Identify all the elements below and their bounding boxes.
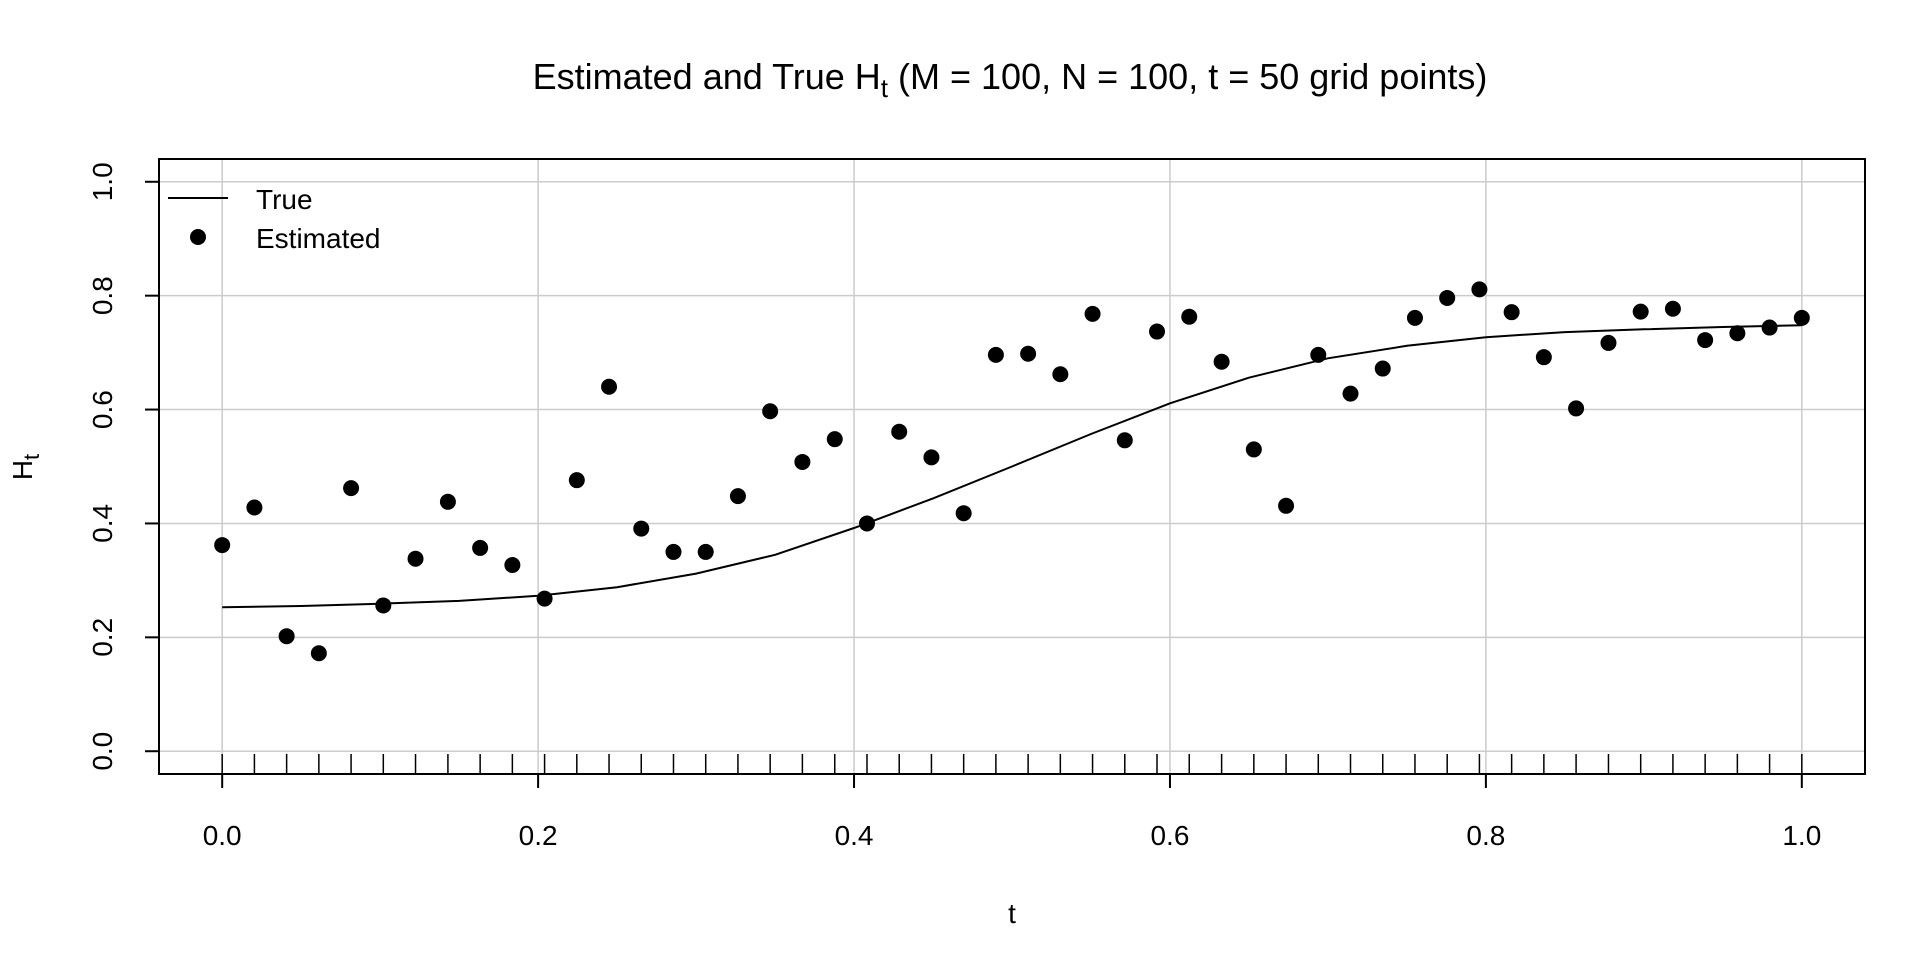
point-estimated-13 <box>633 520 650 537</box>
y-axis-label-main: H <box>7 460 38 480</box>
y-axis-label-subscript: t <box>19 454 44 460</box>
axes: 0.0 0.2 0.4 0.6 0.8 1.0 0.0 0.2 0.4 0.6 0.8 1.0 <box>87 162 1821 851</box>
point-estimated-38 <box>1439 289 1456 306</box>
point-estimated-16 <box>729 488 746 505</box>
point-estimated-10 <box>536 590 553 607</box>
y-axis-label: Ht <box>7 454 44 480</box>
point-estimated-14 <box>665 543 682 560</box>
point-estimated-22 <box>923 449 940 466</box>
point-estimated-0 <box>214 537 231 554</box>
point-estimated-1 <box>246 499 263 516</box>
y-tick-label-2: 0.4 <box>87 504 118 543</box>
point-estimated-5 <box>375 597 392 614</box>
point-estimated-43 <box>1600 334 1617 351</box>
point-estimated-21 <box>891 423 908 440</box>
plot-data <box>214 281 1810 662</box>
point-estimated-8 <box>472 539 489 556</box>
legend-label-true: True <box>256 184 313 215</box>
y-tick-label-0: 0.0 <box>87 732 118 771</box>
legend: True Estimated <box>168 184 381 254</box>
y-tick-label-3: 0.6 <box>87 390 118 429</box>
x-axis-label: t <box>1008 898 1016 929</box>
point-estimated-49 <box>1793 309 1810 326</box>
point-estimated-36 <box>1374 360 1391 377</box>
point-estimated-9 <box>504 557 521 574</box>
legend-point-swatch <box>190 229 206 245</box>
x-tick-label-2: 0.4 <box>835 820 874 851</box>
point-estimated-45 <box>1664 300 1681 317</box>
point-estimated-44 <box>1632 303 1649 320</box>
point-estimated-32 <box>1245 441 1262 458</box>
point-estimated-34 <box>1310 346 1327 363</box>
point-estimated-31 <box>1213 353 1230 370</box>
point-estimated-24 <box>987 346 1004 363</box>
x-tick-label-0: 0.0 <box>203 820 242 851</box>
point-estimated-25 <box>1020 345 1037 362</box>
y-tick-label-4: 0.8 <box>87 276 118 315</box>
point-estimated-6 <box>407 550 424 567</box>
point-estimated-23 <box>955 505 972 522</box>
point-estimated-3 <box>310 645 327 662</box>
point-estimated-28 <box>1116 432 1133 449</box>
point-estimated-7 <box>439 493 456 510</box>
point-estimated-29 <box>1149 323 1166 340</box>
legend-label-estimated: Estimated <box>256 223 381 254</box>
point-estimated-37 <box>1406 309 1423 326</box>
point-estimated-15 <box>697 543 714 560</box>
point-estimated-2 <box>278 628 295 645</box>
point-estimated-19 <box>826 431 843 448</box>
y-tick-label-5: 1.0 <box>87 162 118 201</box>
point-estimated-26 <box>1052 366 1069 383</box>
chart-title: Estimated and True Ht (M = 100, N = 100,… <box>533 56 1488 103</box>
point-estimated-47 <box>1729 325 1746 342</box>
x-tick-label-5: 1.0 <box>1782 820 1821 851</box>
y-tick-label-1: 0.2 <box>87 618 118 657</box>
point-estimated-30 <box>1181 308 1198 325</box>
series-line-true <box>222 324 1802 609</box>
rug <box>221 754 1803 774</box>
point-estimated-46 <box>1697 332 1714 349</box>
x-tick-label-4: 0.8 <box>1466 820 1505 851</box>
point-estimated-11 <box>568 472 585 489</box>
point-estimated-4 <box>343 480 360 497</box>
x-tick-label-1: 0.2 <box>519 820 558 851</box>
point-estimated-35 <box>1342 385 1359 402</box>
point-estimated-41 <box>1535 349 1552 366</box>
chart-title-rest: (M = 100, N = 100, t = 50 grid points) <box>888 56 1487 97</box>
chart-title-subscript: t <box>881 73 889 103</box>
point-estimated-18 <box>794 453 811 470</box>
point-estimated-17 <box>762 403 779 420</box>
point-estimated-39 <box>1471 281 1488 298</box>
x-tick-label-3: 0.6 <box>1150 820 1189 851</box>
point-estimated-42 <box>1568 400 1585 417</box>
point-estimated-12 <box>601 378 618 395</box>
chart-title-main: Estimated and True H <box>533 56 881 97</box>
point-estimated-27 <box>1084 305 1101 322</box>
point-estimated-48 <box>1761 319 1778 336</box>
point-estimated-33 <box>1278 497 1295 514</box>
point-estimated-40 <box>1503 304 1520 321</box>
point-estimated-20 <box>858 515 875 532</box>
